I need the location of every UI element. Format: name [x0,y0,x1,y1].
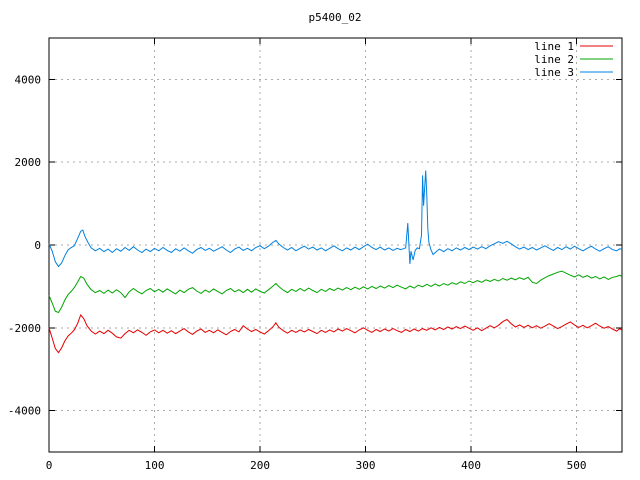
x-tick-label: 400 [461,459,481,472]
y-tick-label: 4000 [15,73,42,86]
legend-label-2: line 2 [534,53,574,66]
series-line-3 [48,170,623,268]
x-tick-label: 200 [250,459,270,472]
series-line-1 [48,314,623,354]
y-tick-label: -4000 [8,405,41,418]
legend-label-1: line 1 [534,40,574,53]
x-tick-label: 500 [567,459,587,472]
y-tick-label: -2000 [8,322,41,335]
legend-label-3: line 3 [534,66,574,79]
chart-title: p5400_02 [309,11,362,24]
x-tick-label: 300 [356,459,376,472]
y-tick-label: 0 [34,239,41,252]
series-line-2 [48,270,623,314]
x-tick-label: 0 [46,459,53,472]
x-tick-label: 100 [145,459,165,472]
y-tick-label: 2000 [15,156,42,169]
